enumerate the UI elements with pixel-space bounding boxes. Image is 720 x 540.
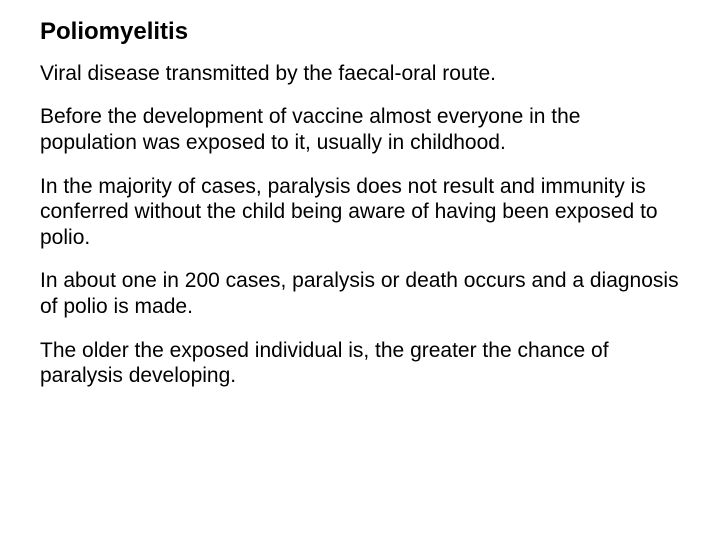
paragraph-4: In about one in 200 cases, paralysis or … xyxy=(40,268,680,319)
paragraph-1: Viral disease transmitted by the faecal-… xyxy=(40,61,680,87)
slide-container: Poliomyelitis Viral disease transmitted … xyxy=(0,0,720,540)
slide-title: Poliomyelitis xyxy=(40,18,680,47)
paragraph-5: The older the exposed individual is, the… xyxy=(40,338,680,389)
paragraph-2: Before the development of vaccine almost… xyxy=(40,104,680,155)
paragraph-3: In the majority of cases, paralysis does… xyxy=(40,174,680,251)
